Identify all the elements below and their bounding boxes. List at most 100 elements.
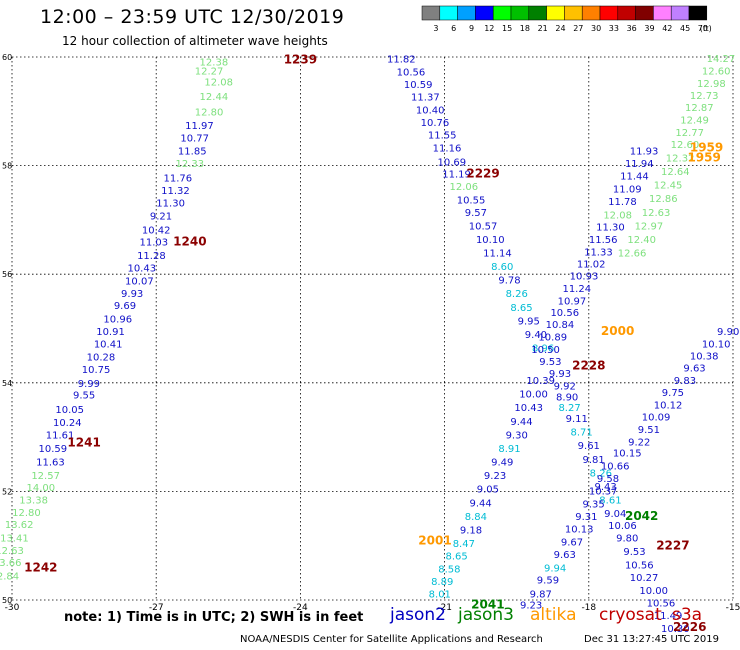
wave-height-value: 9.22 <box>628 437 650 448</box>
colorbar-tick-label: 3 <box>433 24 438 33</box>
wave-height-value: 11.61 <box>46 430 75 441</box>
colorbar-tick-label: 18 <box>520 24 530 33</box>
pass-time-label: 2042 <box>625 509 658 523</box>
wave-height-value: 11.76 <box>164 174 193 185</box>
colorbar-tick-label: 45 <box>680 24 690 33</box>
wave-height-value: 9.11 <box>566 414 588 425</box>
wave-height-value: 9.90 <box>717 327 739 338</box>
legend-s3a: s3a <box>672 605 703 625</box>
wave-height-value: 11.19 <box>442 170 471 181</box>
wave-height-value: 8.60 <box>491 262 513 273</box>
colorbar-swatch <box>670 5 690 21</box>
wave-height-value: 9.93 <box>121 289 143 300</box>
wave-height-value: 9.59 <box>537 575 559 586</box>
wave-height-value: 10.00 <box>639 586 668 597</box>
wave-height-value: 10.05 <box>55 405 84 416</box>
wave-height-value: 10.43 <box>514 403 543 414</box>
wave-height-value: 10.10 <box>476 235 505 246</box>
wave-height-value: 9.99 <box>78 379 100 390</box>
colorbar-tick-label: 21 <box>538 24 548 33</box>
wave-height-value: 10.30 <box>661 624 690 635</box>
wave-height-value: 9.30 <box>506 430 528 441</box>
colorbar-tick-label: 9 <box>469 24 474 33</box>
wave-height-value: 12.97 <box>635 221 664 232</box>
wave-height-value: 9.93 <box>549 369 571 380</box>
wave-height-value: 10.77 <box>180 133 209 144</box>
wave-height-value: 11.24 <box>562 284 591 295</box>
wave-height-value: 10.96 <box>103 315 132 326</box>
colorbar-tick-label: 27 <box>573 24 583 33</box>
colorbar-tick-label: 36 <box>627 24 637 33</box>
wave-height-value: 13.38 <box>19 496 48 507</box>
wave-height-value: 10.55 <box>457 195 486 206</box>
colorbar-swatch <box>457 5 476 21</box>
legend-altika: altika <box>530 605 577 625</box>
y-tick-label: 52 <box>2 487 12 496</box>
wave-height-value: 8.61 <box>599 496 621 507</box>
wave-height-value: 12.60 <box>702 67 731 78</box>
pass-time-label: 2001 <box>418 533 451 547</box>
wave-height-value: 12.63 <box>0 546 24 557</box>
x-tick-label: -24 <box>293 603 308 613</box>
x-tick-label: -15 <box>726 603 740 613</box>
wave-height-value: 10.09 <box>642 412 671 423</box>
wave-height-value: 9.67 <box>561 537 583 548</box>
x-tick-label: -30 <box>5 603 20 613</box>
wave-height-value: 10.59 <box>39 444 68 455</box>
wave-height-value: 8.27 <box>558 403 580 414</box>
wave-height-value: 9.87 <box>530 589 552 600</box>
x-tick-label: -27 <box>149 603 164 613</box>
wave-height-value: 12.08 <box>603 210 632 221</box>
wave-height-value: 12.80 <box>12 508 41 519</box>
pass-time-label: 1959 <box>687 150 720 164</box>
chart-title: 12:00 – 23:59 UTC 12/30/2019 <box>40 6 345 28</box>
pass-time-label: 2228 <box>572 358 605 372</box>
wave-height-value: 12.57 <box>31 471 60 482</box>
wave-height-value: 11.30 <box>596 222 625 233</box>
wave-height-value: 10.50 <box>531 345 560 356</box>
wave-height-value: 10.75 <box>82 365 111 376</box>
pass-time-label: 1239 <box>284 53 317 67</box>
credit-line: NOAA/NESDIS Center for Satellite Applica… <box>240 634 543 645</box>
wave-height-value: 9.53 <box>539 357 561 368</box>
wave-height-value: 9.58 <box>597 474 619 485</box>
legend-jason3: jason3 <box>458 605 514 625</box>
wave-height-value: 10.15 <box>613 448 642 459</box>
wave-height-value: 9.92 <box>554 382 576 393</box>
wave-height-value: 9.18 <box>460 525 482 536</box>
pass-time-label: 1241 <box>67 436 100 450</box>
wave-height-value: 8.01 <box>429 589 451 600</box>
wave-height-value: 10.37 <box>589 486 618 497</box>
y-tick-label: 50 <box>2 596 12 605</box>
x-tick-label: -18 <box>581 603 596 613</box>
colorbar-unit: (ft) <box>700 24 712 33</box>
wave-height-value: 10.84 <box>546 320 575 331</box>
y-tick-label: 58 <box>2 162 12 171</box>
wave-height-value: 8.90 <box>556 392 578 403</box>
wave-height-value: 13.66 <box>0 558 22 569</box>
wave-height-value: 9.49 <box>491 458 513 469</box>
footer-note: note: 1) Time is in UTC; 2) SWH is in fe… <box>64 610 364 625</box>
wave-height-value: 10.00 <box>519 390 548 401</box>
colorbar-swatch <box>581 5 601 21</box>
wave-height-value: 10.56 <box>625 561 654 572</box>
wave-height-value: 8.26 <box>506 289 528 300</box>
wave-height-value: 10.66 <box>601 461 630 472</box>
pass-time-label: 2000 <box>601 324 634 338</box>
wave-height-value: 10.38 <box>690 352 719 363</box>
wave-height-value: 8.26 <box>590 468 612 479</box>
colorbar-tick-label: 42 <box>662 24 672 33</box>
wave-height-value: 10.40 <box>416 106 445 117</box>
colorbar-swatch <box>492 5 512 21</box>
wave-height-value: 9.21 <box>150 212 172 223</box>
colorbar-tick-label: 12 <box>484 24 494 33</box>
wave-height-value: 10.10 <box>702 340 731 351</box>
wave-height-value: 12.63 <box>642 208 671 219</box>
colorbar-swatch <box>439 5 458 21</box>
wave-height-value: 10.28 <box>87 353 116 364</box>
pass-time-label: 1959 <box>690 141 723 155</box>
wave-height-value: 12.77 <box>675 128 704 139</box>
x-tick-label: -21 <box>437 603 452 613</box>
wave-height-value: 10.93 <box>570 271 599 282</box>
colorbar-swatch <box>510 5 530 21</box>
